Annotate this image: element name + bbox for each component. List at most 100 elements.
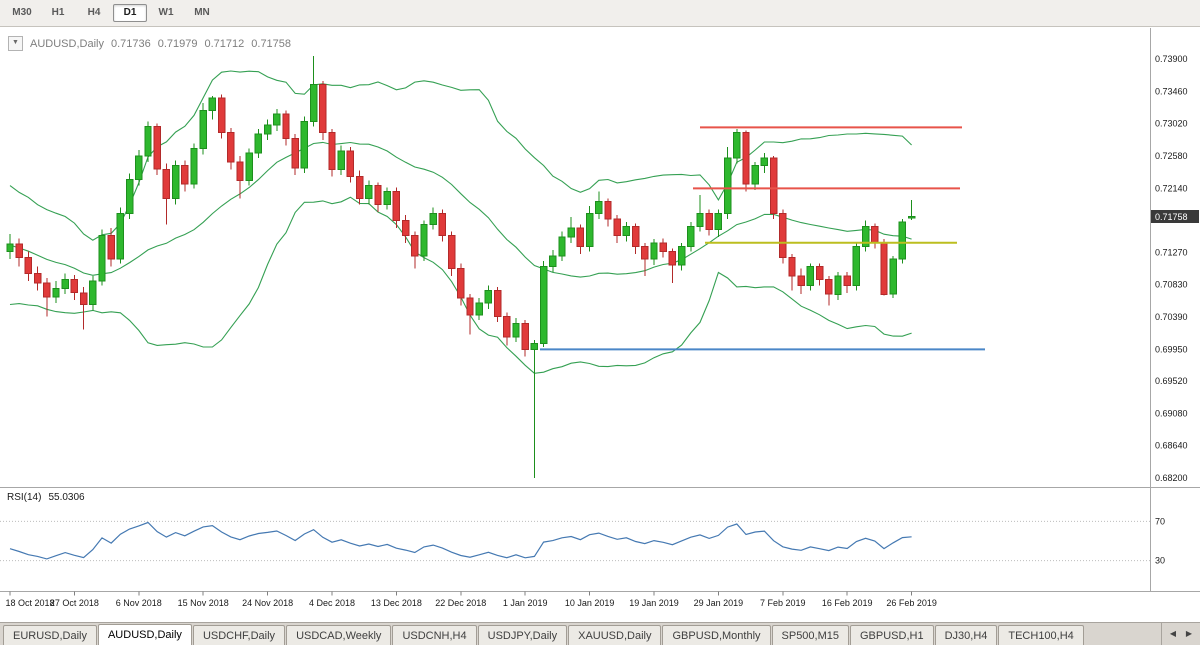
symbol-tab-usdjpy-daily[interactable]: USDJPY,Daily xyxy=(477,625,568,645)
candle-body xyxy=(613,218,621,236)
price-axis-label: 0.70390 xyxy=(1155,312,1188,322)
candle-body xyxy=(79,292,88,306)
candle-body xyxy=(291,137,299,169)
candle-body xyxy=(438,212,447,236)
tabbar-scroll-right-button[interactable]: ▶ xyxy=(1185,629,1193,638)
symbol-tab-eurusd-daily[interactable]: EURUSD,Daily xyxy=(3,625,97,645)
date-axis-label: 18 Oct 2018 xyxy=(5,598,54,608)
candle-body xyxy=(852,245,861,286)
timeframe-toolbar: M30 H1 H4 D1 W1 MN xyxy=(0,0,1200,27)
candle-body xyxy=(521,323,529,350)
candle-body xyxy=(641,245,649,260)
symbol-dropdown-icon[interactable]: ▼ xyxy=(8,36,23,51)
candle-body xyxy=(742,132,750,185)
date-axis-label: 10 Jan 2019 xyxy=(565,598,615,608)
date-axis-label: 13 Dec 2018 xyxy=(371,598,422,608)
symbol-tab-dj30-h4[interactable]: DJ30,H4 xyxy=(934,625,998,645)
timeframe-button-mn[interactable]: MN xyxy=(194,7,210,18)
candle-body xyxy=(383,190,391,206)
candle-body xyxy=(420,223,428,257)
candle-body xyxy=(457,268,465,299)
candle-body xyxy=(236,161,244,181)
candle-body xyxy=(309,84,318,122)
candle-body xyxy=(815,265,824,281)
timeframe-button-w1[interactable]: W1 xyxy=(158,7,174,18)
symbol-tab-audusd-daily[interactable]: AUDUSD,Daily xyxy=(97,624,192,645)
candle-body xyxy=(558,236,566,257)
candle-body xyxy=(825,279,833,295)
date-axis-label: 24 Nov 2018 xyxy=(242,598,293,608)
candle-body xyxy=(199,110,207,150)
price-chart-canvas[interactable]: 0.73900 0.73460 0.73020 0.72580 0.72140 0.712… xyxy=(0,28,1200,622)
current-price-badge xyxy=(1151,210,1199,223)
rsi-level-label: 70 xyxy=(1155,516,1165,526)
candle-body xyxy=(282,113,290,139)
candle-body xyxy=(769,157,778,214)
candle-body xyxy=(861,226,870,247)
candle-body xyxy=(89,280,97,305)
candle-body xyxy=(447,234,456,269)
candle-body xyxy=(365,184,373,200)
candle-body xyxy=(788,257,796,277)
price-axis-label: 0.71270 xyxy=(1155,247,1188,257)
timeframe-button-m30[interactable]: M30 xyxy=(12,7,32,18)
candle-body xyxy=(6,243,14,253)
candle-body xyxy=(668,251,677,266)
timeframe-button-h4[interactable]: H4 xyxy=(87,7,101,18)
symbol-tab-usdcad-weekly[interactable]: USDCAD,Weekly xyxy=(286,625,392,645)
candle-body xyxy=(245,152,253,181)
date-axis-label: 7 Feb 2019 xyxy=(760,598,806,608)
candle-body xyxy=(116,212,125,260)
symbol-tab-usdcnh-h4[interactable]: USDCNH,H4 xyxy=(392,625,477,645)
price-axis-label: 0.69520 xyxy=(1155,376,1188,386)
candle-body xyxy=(227,132,235,163)
candle-body xyxy=(760,157,769,167)
candle-body xyxy=(300,121,309,169)
candle-body xyxy=(337,150,345,170)
candle-body xyxy=(15,243,23,258)
candle-body xyxy=(61,279,69,289)
candle-body xyxy=(107,234,115,260)
candle-body xyxy=(723,157,732,214)
symbol-tab-gbpusd-monthly[interactable]: GBPUSD,Monthly xyxy=(662,625,771,645)
candle-body xyxy=(659,242,667,253)
symbol-tab-xauusd-daily[interactable]: XAUUSD,Daily xyxy=(568,625,662,645)
tabbar-scroll-left-button[interactable]: ◀ xyxy=(1169,629,1177,638)
symbol-tab-gbpusd-h1[interactable]: GBPUSD,H1 xyxy=(850,625,934,645)
price-axis-label: 0.69950 xyxy=(1155,344,1188,354)
candle-body xyxy=(797,275,805,286)
candle-body xyxy=(585,212,594,247)
candle-body xyxy=(705,212,713,231)
symbol-tab-usdchf-daily[interactable]: USDCHF,Daily xyxy=(192,625,286,645)
date-axis-label: 29 Jan 2019 xyxy=(694,598,744,608)
symbol-tabbar: EURUSD,Daily AUDUSD,Daily USDCHF,Daily USDC… xyxy=(0,622,1200,645)
date-axis-label: 22 Dec 2018 xyxy=(435,598,486,608)
candle-body xyxy=(43,282,51,298)
candle-body xyxy=(346,150,355,178)
date-axis-label: 26 Feb 2019 xyxy=(886,598,937,608)
candle-body xyxy=(714,212,723,231)
price-axis-label: 0.73020 xyxy=(1155,119,1188,129)
timeframe-button-d1[interactable]: D1 xyxy=(113,4,147,22)
price-axis-label: 0.73460 xyxy=(1155,86,1188,96)
candle-body xyxy=(374,184,382,205)
bollinger-middle-band xyxy=(9,141,912,278)
date-axis-label: 6 Nov 2018 xyxy=(116,598,162,608)
symbol-tab-sp500-m15[interactable]: SP500,M15 xyxy=(771,625,849,645)
price-axis-label: 0.72140 xyxy=(1155,183,1188,193)
candle-body xyxy=(135,155,143,180)
candle-body xyxy=(880,242,888,295)
timeframe-button-h1[interactable]: H1 xyxy=(51,7,65,18)
symbol-tab-tech100-h4[interactable]: TECH100,H4 xyxy=(998,625,1084,645)
date-axis-label: 15 Nov 2018 xyxy=(178,598,229,608)
candle-body xyxy=(273,113,281,126)
price-axis-label: 0.72580 xyxy=(1155,151,1188,161)
candle-body xyxy=(631,226,640,247)
candle-body xyxy=(466,297,474,316)
candle-body xyxy=(429,212,437,225)
date-axis-label: 19 Jan 2019 xyxy=(629,598,679,608)
rsi-line xyxy=(9,521,912,560)
candle-body xyxy=(843,275,851,286)
candle-body xyxy=(392,190,401,222)
candle-body xyxy=(889,258,897,295)
